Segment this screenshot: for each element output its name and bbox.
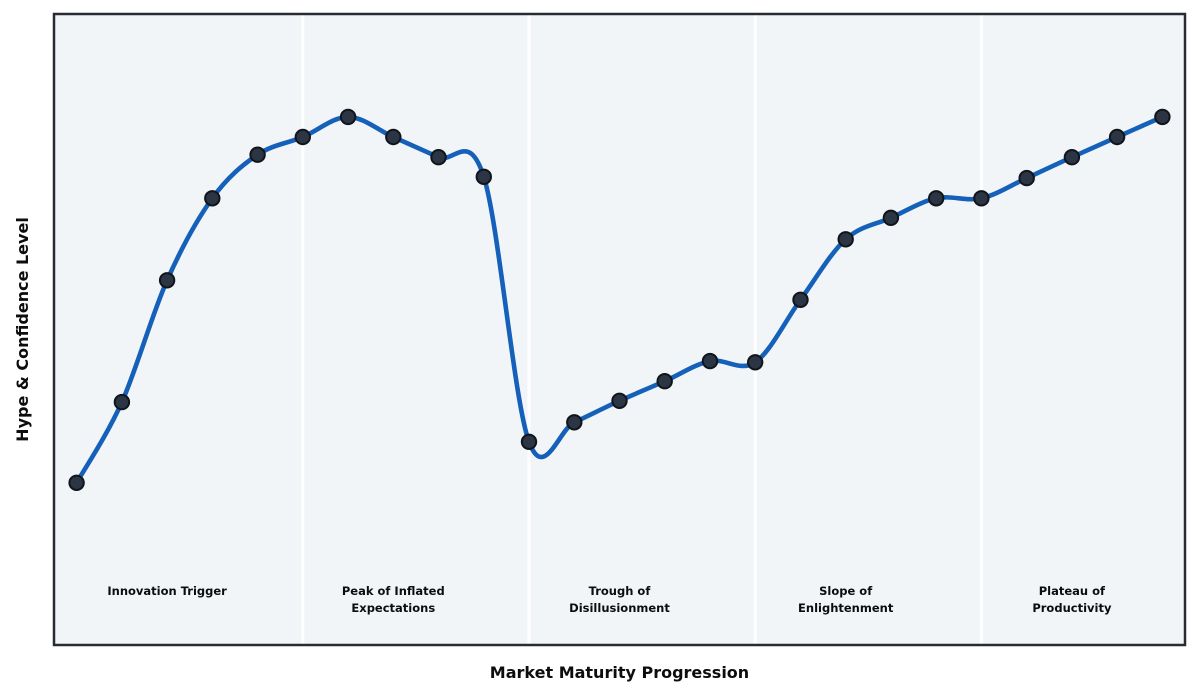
data-point <box>158 272 176 289</box>
data-point <box>475 168 492 186</box>
data-point <box>113 393 131 411</box>
data-point <box>1154 108 1171 126</box>
data-point <box>68 474 85 491</box>
data-point <box>294 128 311 146</box>
data-point <box>1063 149 1081 166</box>
data-point <box>656 373 673 390</box>
data-point <box>430 149 447 166</box>
data-point <box>249 146 266 163</box>
plot-background <box>54 14 1185 645</box>
data-point <box>882 209 900 227</box>
data-point <box>973 190 990 207</box>
data-point <box>747 354 764 371</box>
data-point <box>928 190 945 207</box>
data-point <box>701 352 719 370</box>
data-point <box>520 433 538 450</box>
data-point <box>1018 169 1035 187</box>
phase-label-trough-of-disillusionment: Trough of Disillusionment <box>569 584 670 615</box>
phase-label-peak-of-inflated-expectations: Peak of Inflated Expectations <box>341 584 445 615</box>
data-point <box>385 128 402 146</box>
data-point <box>566 414 583 431</box>
phase-label-innovation-trigger: Innovation Trigger <box>107 584 227 598</box>
data-point <box>792 291 809 308</box>
data-point <box>611 392 628 409</box>
phase-label-plateau-of-productivity: Plateau of Productivity <box>1032 584 1112 615</box>
x-axis-title: Market Maturity Progression <box>489 663 750 682</box>
data-point <box>339 108 357 126</box>
phase-label-slope-of-enlightenment: Slope of Enlightenment <box>798 584 894 615</box>
y-axis-title: Hype & Confidence Level <box>12 217 32 442</box>
data-point <box>1108 128 1126 146</box>
plot-border <box>52 12 1187 647</box>
data-point <box>204 190 221 207</box>
data-point <box>837 231 854 248</box>
y-axis-title-wrap: Hype & Confidence Level <box>0 0 44 659</box>
